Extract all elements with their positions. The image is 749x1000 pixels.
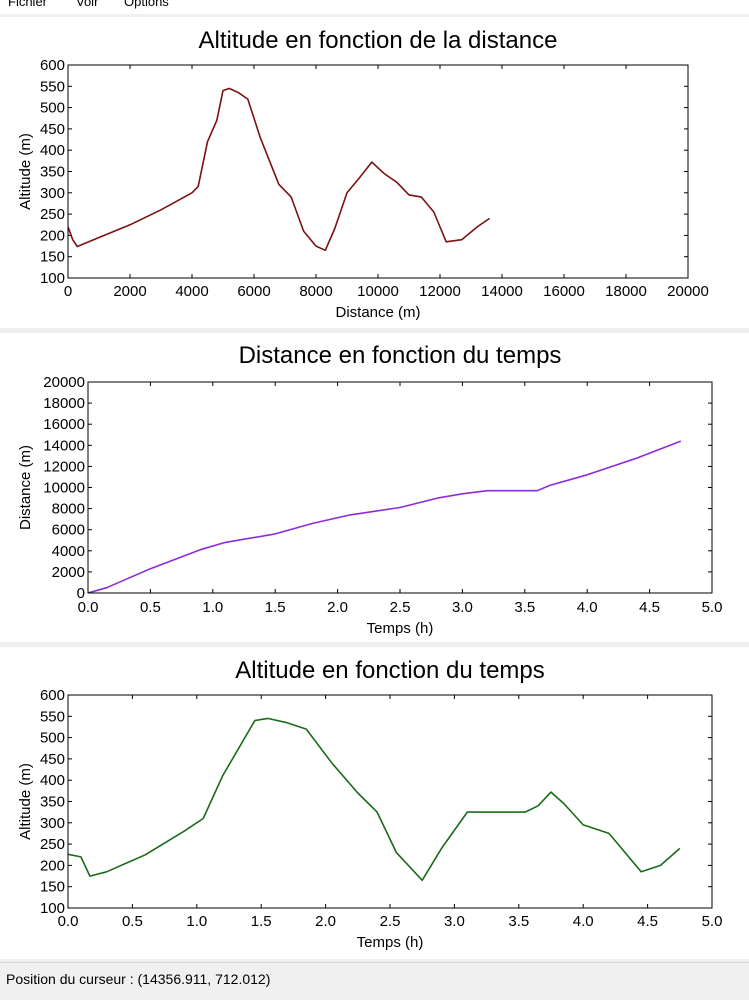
x-tick-label: 4.0 bbox=[577, 599, 598, 616]
y-tick-label: 0 bbox=[77, 585, 85, 602]
y-tick-label: 14000 bbox=[43, 437, 85, 454]
y-tick-label: 12000 bbox=[43, 458, 85, 475]
x-tick-label: 12000 bbox=[419, 283, 461, 300]
x-axis-label: Distance (m) bbox=[335, 304, 420, 321]
x-tick-label: 4.5 bbox=[637, 913, 658, 930]
y-tick-label: 100 bbox=[40, 900, 65, 917]
y-axis-label: Altitude (m) bbox=[17, 763, 34, 840]
x-tick-label: 6000 bbox=[237, 283, 270, 300]
y-tick-label: 250 bbox=[40, 206, 65, 223]
x-tick-label: 8000 bbox=[299, 283, 332, 300]
y-tick-label: 16000 bbox=[43, 416, 85, 433]
y-tick-label: 600 bbox=[40, 687, 65, 704]
y-tick-label: 450 bbox=[40, 121, 65, 138]
x-tick-label: 0.5 bbox=[122, 913, 143, 930]
series-line bbox=[68, 87, 491, 252]
x-tick-label: 14000 bbox=[481, 283, 523, 300]
y-tick-label: 400 bbox=[40, 772, 65, 789]
y-tick-label: 250 bbox=[40, 836, 65, 853]
chart-panel-altitude-distance: Altitude en fonction de la distance Dista… bbox=[0, 17, 749, 328]
menu-item-voir[interactable]: Voir bbox=[76, 0, 99, 9]
x-tick-label: 1.5 bbox=[251, 913, 272, 930]
y-tick-label: 10000 bbox=[43, 480, 85, 497]
y-tick-label: 350 bbox=[40, 794, 65, 811]
x-axis-label: Temps (h) bbox=[367, 620, 434, 637]
chart-panel-altitude-time: Altitude en fonction du temps Temps (h) Al… bbox=[0, 647, 749, 959]
y-tick-label: 450 bbox=[40, 751, 65, 768]
x-tick-label: 2.0 bbox=[315, 913, 336, 930]
y-tick-label: 300 bbox=[40, 815, 65, 832]
x-axis-label: Temps (h) bbox=[357, 934, 424, 951]
y-tick-label: 150 bbox=[40, 879, 65, 896]
chart-altitude-distance[interactable]: Altitude en fonction de la distance Dista… bbox=[0, 17, 749, 328]
y-tick-label: 350 bbox=[40, 164, 65, 181]
x-tick-label: 3.0 bbox=[444, 913, 465, 930]
y-tick-label: 20000 bbox=[43, 374, 85, 391]
y-tick-label: 300 bbox=[40, 185, 65, 202]
y-tick-label: 8000 bbox=[52, 501, 85, 518]
x-tick-label: 0.0 bbox=[78, 599, 99, 616]
x-tick-label: 2.5 bbox=[390, 599, 411, 616]
y-tick-label: 6000 bbox=[52, 522, 85, 539]
y-axis-label: Altitude (m) bbox=[17, 133, 34, 210]
x-tick-label: 3.5 bbox=[508, 913, 529, 930]
cursor-position-text: Position du curseur : (14356.911, 712.01… bbox=[6, 971, 271, 987]
x-tick-label: 1.5 bbox=[265, 599, 286, 616]
x-tick-label: 3.0 bbox=[452, 599, 473, 616]
x-tick-label: 0 bbox=[64, 283, 72, 300]
y-tick-label: 150 bbox=[40, 249, 65, 266]
x-tick-label: 20000 bbox=[667, 283, 709, 300]
plot-frame bbox=[87, 381, 713, 594]
y-tick-label: 550 bbox=[40, 78, 65, 95]
y-tick-label: 100 bbox=[40, 270, 65, 287]
x-tick-label: 0.5 bbox=[140, 599, 161, 616]
y-tick-label: 400 bbox=[40, 142, 65, 159]
menu-bar: Fichier Voir Options bbox=[0, 0, 749, 14]
x-tick-label: 16000 bbox=[543, 283, 585, 300]
plot-frame bbox=[67, 694, 713, 909]
plot-frame bbox=[67, 64, 689, 279]
y-tick-label: 500 bbox=[40, 730, 65, 747]
chart-panel-distance-time: Distance en fonction du temps Temps (h) Di… bbox=[0, 333, 749, 642]
chart-title: Distance en fonction du temps bbox=[239, 342, 562, 369]
x-tick-label: 2.5 bbox=[380, 913, 401, 930]
chart-title: Altitude en fonction du temps bbox=[235, 657, 545, 684]
x-tick-label: 4000 bbox=[175, 283, 208, 300]
series-line bbox=[88, 440, 682, 593]
x-tick-label: 18000 bbox=[605, 283, 647, 300]
x-tick-label: 1.0 bbox=[186, 913, 207, 930]
y-axis-label: Distance (m) bbox=[17, 445, 34, 530]
status-bar: Position du curseur : (14356.911, 712.01… bbox=[0, 962, 749, 1000]
y-tick-label: 600 bbox=[40, 57, 65, 74]
x-tick-label: 4.5 bbox=[639, 599, 660, 616]
y-tick-label: 2000 bbox=[52, 564, 85, 581]
menu-item-options[interactable]: Options bbox=[124, 0, 169, 9]
chart-altitude-time[interactable]: Altitude en fonction du temps Temps (h) Al… bbox=[0, 647, 749, 959]
x-tick-label: 5.0 bbox=[702, 913, 723, 930]
chart-distance-time[interactable]: Distance en fonction du temps Temps (h) Di… bbox=[0, 333, 749, 642]
menu-item-fichier[interactable]: Fichier bbox=[8, 0, 48, 9]
series-line bbox=[68, 717, 681, 882]
x-tick-label: 1.0 bbox=[202, 599, 223, 616]
chart-title: Altitude en fonction de la distance bbox=[199, 27, 558, 54]
x-tick-label: 4.0 bbox=[573, 913, 594, 930]
y-tick-label: 18000 bbox=[43, 395, 85, 412]
y-tick-label: 550 bbox=[40, 708, 65, 725]
x-tick-label: 2.0 bbox=[327, 599, 348, 616]
x-tick-label: 0.0 bbox=[58, 913, 79, 930]
x-tick-label: 10000 bbox=[357, 283, 399, 300]
y-tick-label: 200 bbox=[40, 227, 65, 244]
y-tick-label: 4000 bbox=[52, 543, 85, 560]
x-tick-label: 2000 bbox=[113, 283, 146, 300]
x-tick-label: 5.0 bbox=[702, 599, 723, 616]
y-tick-label: 500 bbox=[40, 100, 65, 117]
x-tick-label: 3.5 bbox=[514, 599, 535, 616]
y-tick-label: 200 bbox=[40, 857, 65, 874]
